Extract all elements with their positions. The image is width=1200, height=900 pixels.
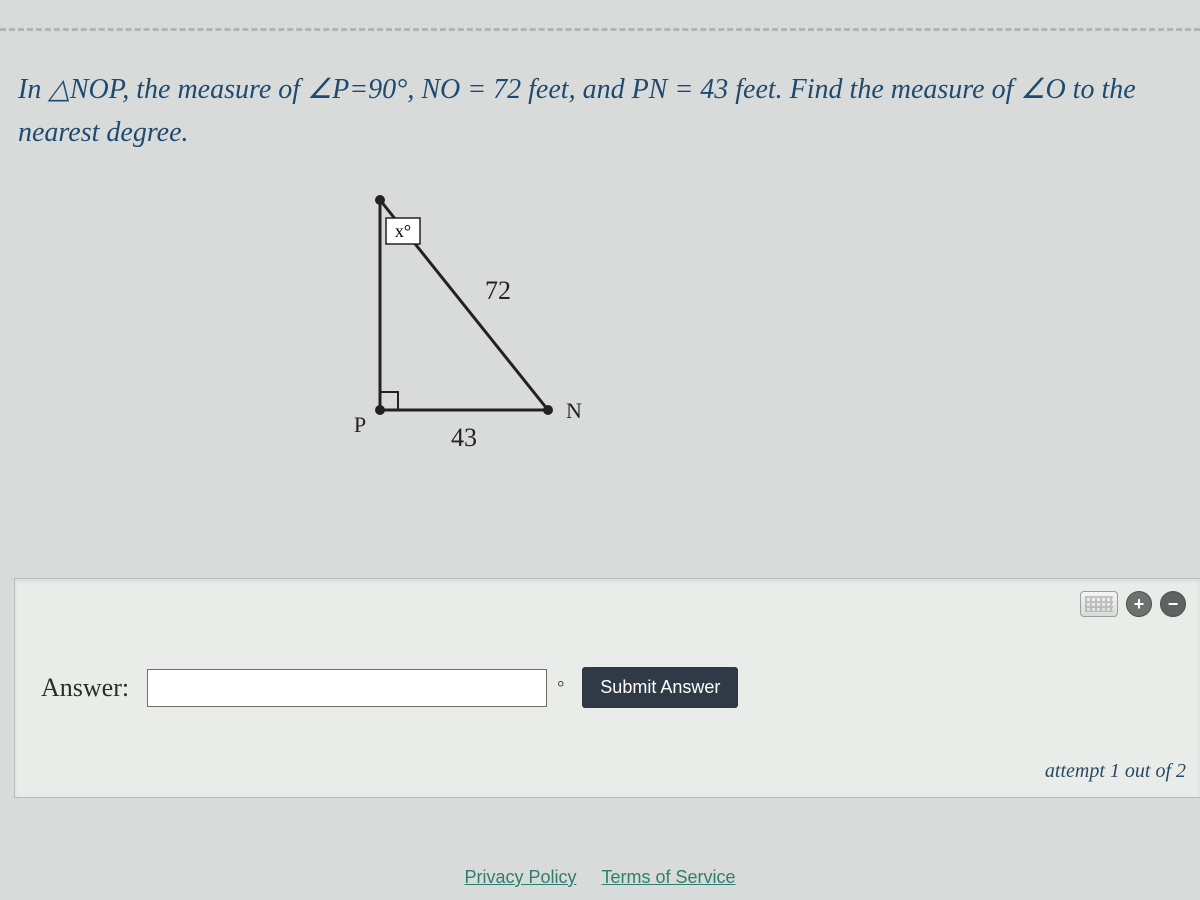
font-increase-icon[interactable]: + — [1126, 591, 1152, 617]
answer-input[interactable] — [147, 669, 547, 707]
svg-text:x°: x° — [395, 221, 411, 241]
answer-panel: + − Answer: ° Submit Answer attempt 1 ou… — [14, 578, 1200, 798]
question-text: In △NOP, the measure of ∠P=90°, NO = 72 … — [18, 68, 1194, 155]
page-root: In △NOP, the measure of ∠P=90°, NO = 72 … — [0, 0, 1200, 900]
answer-label: Answer: — [41, 673, 129, 703]
answer-unit: ° — [557, 677, 564, 698]
svg-text:N: N — [566, 398, 582, 423]
attempt-counter: attempt 1 out of 2 — [1045, 760, 1186, 783]
svg-text:72: 72 — [485, 276, 511, 305]
keyboard-icon[interactable] — [1080, 591, 1118, 617]
answer-row: Answer: ° Submit Answer — [41, 667, 738, 708]
divider-dashed — [0, 28, 1200, 31]
svg-text:43: 43 — [451, 423, 477, 452]
panel-toolbar: + − — [1080, 591, 1186, 617]
privacy-policy-link[interactable]: Privacy Policy — [464, 867, 576, 887]
diagram-svg-slot: O P Nx° 72 43 — [330, 190, 610, 480]
terms-of-service-link[interactable]: Terms of Service — [602, 867, 736, 887]
footer-links: Privacy Policy Terms of Service — [0, 867, 1200, 888]
triangle-diagram: O P Nx° 72 43 — [330, 190, 610, 480]
submit-answer-button[interactable]: Submit Answer — [582, 667, 738, 708]
font-decrease-icon[interactable]: − — [1160, 591, 1186, 617]
svg-text:O: O — [366, 190, 382, 195]
svg-text:P: P — [354, 412, 366, 437]
